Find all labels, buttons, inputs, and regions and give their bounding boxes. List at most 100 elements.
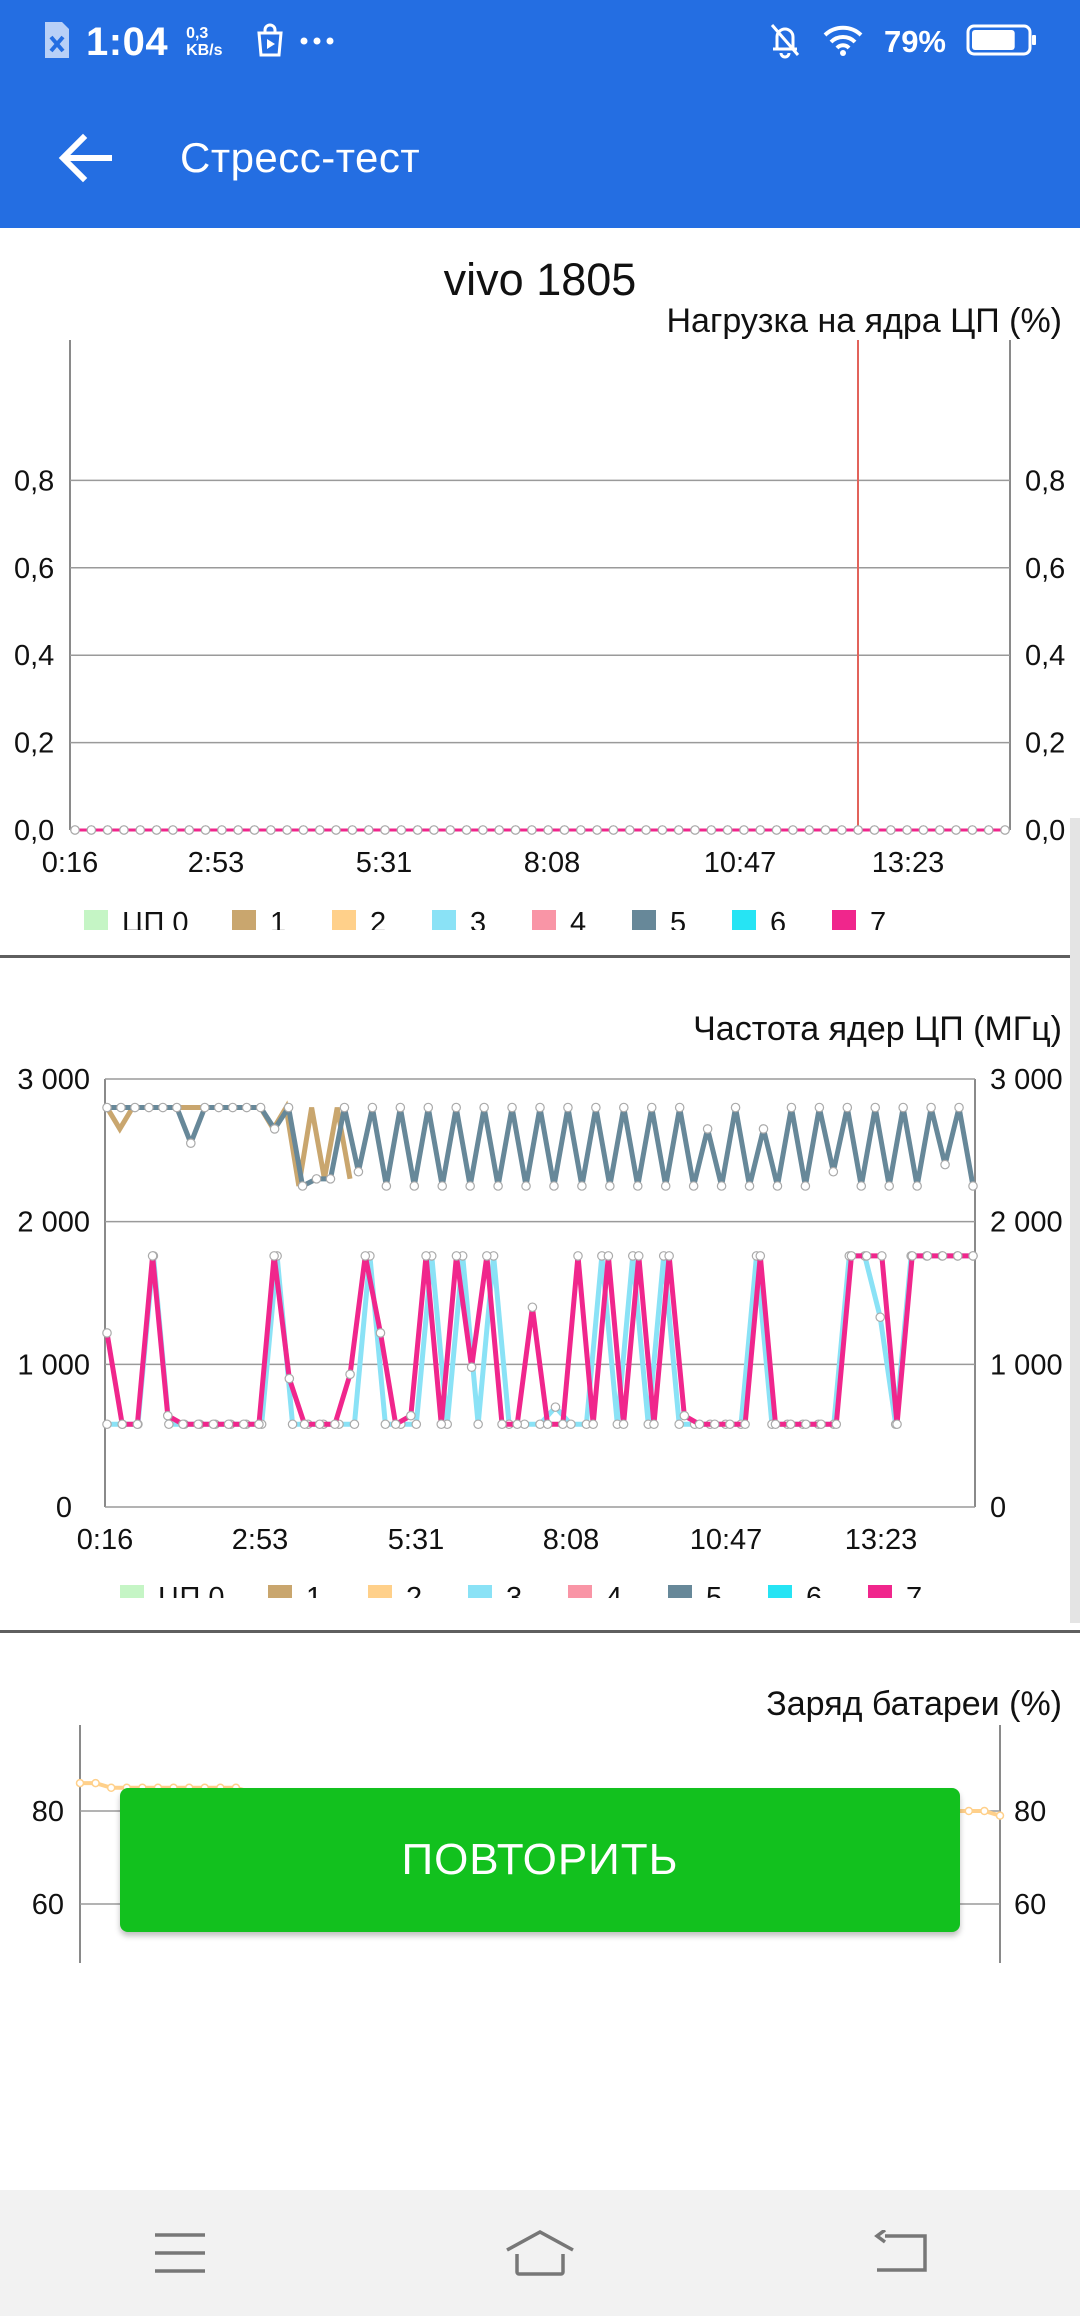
legend-swatch [120,1585,144,1598]
freq-series-5-point [507,1102,517,1113]
legend-label: 3 [470,907,486,930]
load-series-point [543,825,553,835]
legend-label: ЦП 0 [158,1582,224,1598]
x-tick-label: 0:16 [42,847,98,879]
freq-series-5-point [158,1102,168,1113]
freq-series-5-point [674,1102,685,1113]
freq-series-7-point [907,1251,918,1261]
y-tick-label-right: 3 000 [990,1064,1063,1096]
freq-series-5-point [619,1102,629,1113]
freq-series-7-point [770,1419,781,1430]
x-tick-label: 2:53 [232,1524,288,1556]
x-tick-label: 5:31 [356,847,412,879]
menu-icon [155,2233,205,2273]
freq-series-7-point [330,1419,340,1430]
freq-series-7-line [104,1253,973,1427]
freq-series-5-point [898,1102,908,1113]
y-tick-label: 0,4 [14,640,54,672]
freq-series-7-point [466,1362,477,1372]
freq-series-7-point [223,1419,234,1430]
legend-label: 6 [770,907,786,930]
freq-series-5-point [563,1102,573,1113]
freq-series-7-point [861,1251,872,1261]
freq-series-7-point [557,1419,568,1430]
home-nav-button[interactable] [480,2203,600,2303]
freq-series-7-point [451,1251,462,1261]
load-series-point [282,825,292,835]
freq-series-7-point [482,1251,492,1261]
load-series-point [592,825,602,835]
load-series-point [885,825,896,835]
load-series-point [1000,825,1010,835]
back-nav-button[interactable] [840,2203,960,2303]
freq-series-5-point [870,1102,881,1113]
load-series-point [331,825,341,835]
x-tick-label: 8:08 [524,847,580,879]
load-series-point [755,825,766,835]
load-series-point [461,825,472,835]
clock: 1:04 [86,19,169,64]
load-series-point [249,825,260,835]
freq-series-7-point [664,1251,674,1261]
x-tick-label: 13:23 [872,847,945,879]
freq-series-5-point [744,1181,755,1191]
freq-series-5-point [577,1181,587,1191]
net-speed: 0,3 KB/s [186,25,222,59]
freq-series-7-point [831,1419,842,1430]
freq-series-5-point [269,1124,280,1134]
menu-nav-button[interactable] [120,2203,240,2303]
legend-swatch [532,910,556,930]
freq-series-3-point [674,1419,684,1430]
cpu-load-chart: Нагрузка на ядра ЦП (%) 0,0 0,0 0,2 0,2 0,4 0… [0,302,1080,930]
freq-series-3-point [473,1419,483,1430]
load-series-point [151,825,162,835]
freq-series-5-point [451,1102,461,1113]
freq-series-5-point [730,1102,741,1113]
freq-series-7-point [785,1419,796,1430]
freq-series-3-point [411,1419,422,1430]
freq-series-7-point [360,1251,371,1261]
freq-series-3-point [566,1419,576,1430]
freq-series-5-point [479,1102,489,1113]
load-series-point [184,825,195,835]
freq-series-5-point [549,1181,559,1191]
freq-series-5-point [828,1166,839,1177]
freq-series-7-point [588,1419,598,1430]
freq-series-7-point [633,1251,644,1261]
battery-percent: 79% [883,24,946,59]
freq-series-1-line [104,1100,353,1187]
load-series-point [820,825,831,835]
y-tick-label-right: 60 [1014,1889,1046,1921]
page-title: Стресс-тест [180,134,421,181]
battery-point [980,1806,989,1816]
load-series-point [494,825,505,835]
load-series-point [853,825,863,835]
repeat-button[interactable]: ПОВТОРИТЬ [120,1788,960,1932]
freq-series-5-point [116,1102,126,1113]
freq-series-7-point [102,1328,112,1338]
y-tick-label-right: 0,4 [1025,640,1065,672]
legend-label: 5 [670,907,686,930]
scrollbar-thumb[interactable] [1070,818,1080,1623]
y-tick-label-right: 0,6 [1025,553,1065,585]
y-tick-label-right: 1 000 [990,1349,1063,1381]
battery-point [106,1783,116,1792]
freq-series-7-point [254,1419,264,1430]
legend-label: 6 [806,1582,822,1598]
freq-series-7-point [147,1251,158,1261]
freq-series-5-point [702,1124,713,1134]
load-series-point [86,825,97,835]
freq-series-7-point [740,1419,750,1430]
load-series-point [690,825,700,835]
back-button[interactable] [40,113,130,203]
navigation-bar [0,2190,1080,2316]
freq-series-7-point [892,1419,902,1430]
y-tick-label: 80 [32,1796,64,1828]
load-series-point [478,825,488,835]
load-series-point [70,825,80,835]
freq-series-7-point [603,1251,614,1261]
load-series-point [608,825,619,835]
freq-series-5-point [437,1181,448,1191]
freq-series-5-point [884,1181,894,1191]
divider [0,955,1080,958]
